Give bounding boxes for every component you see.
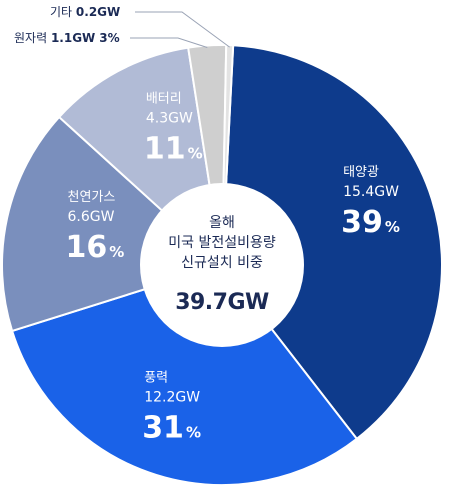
callout-6: 기타 0.2GW — [50, 5, 230, 48]
slice-label-2: 풍력 12.2GW 31% — [142, 371, 201, 446]
callout-leader — [130, 37, 208, 48]
slice-2 — [10, 263, 359, 486]
slice-percent: 11% — [144, 132, 203, 167]
callout-leader — [135, 11, 230, 48]
center-label-line: 신규설치 비중 — [181, 255, 263, 271]
slice-name: 풍력 — [144, 371, 168, 386]
slice-label-3: 천연가스 6.6GW 16% — [66, 190, 125, 265]
callout-labels: 원자력 1.1GW 3% 기타 0.2GW — [14, 5, 230, 48]
slice-value: 4.3GW — [146, 111, 193, 127]
slice-value: 6.6GW — [68, 209, 115, 225]
slice-name: 배터리 — [146, 92, 182, 107]
donut-hole — [140, 183, 304, 347]
center-label-line: 올해 — [209, 215, 235, 231]
callout-text: 원자력 1.1GW 3% — [14, 31, 120, 45]
slice-percent: 31% — [142, 411, 201, 446]
slice-labels: 태양광 15.4GW 39 % 풍력 12.2GW 31 % 천연가스 6.6GW 16 % 배터리 4.… — [66, 92, 400, 446]
slice-value: 12.2GW — [144, 390, 200, 406]
slice-name: 천연가스 — [68, 190, 116, 205]
slice-percent: 16% — [66, 230, 125, 265]
slice-name: 태양광 — [343, 165, 379, 180]
slice-1 — [220, 44, 443, 441]
slice-value: 15.4GW — [343, 184, 399, 200]
callout-text: 기타 0.2GW — [50, 5, 120, 19]
slice-percent: 39% — [341, 205, 400, 240]
center-label-line: 미국 발전설비용량 — [168, 235, 276, 251]
slice-label-4: 배터리 4.3GW 11% — [144, 92, 203, 167]
center-total: 39.7GW — [175, 290, 269, 315]
callout-5: 원자력 1.1GW 3% — [14, 31, 208, 48]
slice-label-1: 태양광 15.4GW 39% — [341, 165, 400, 240]
